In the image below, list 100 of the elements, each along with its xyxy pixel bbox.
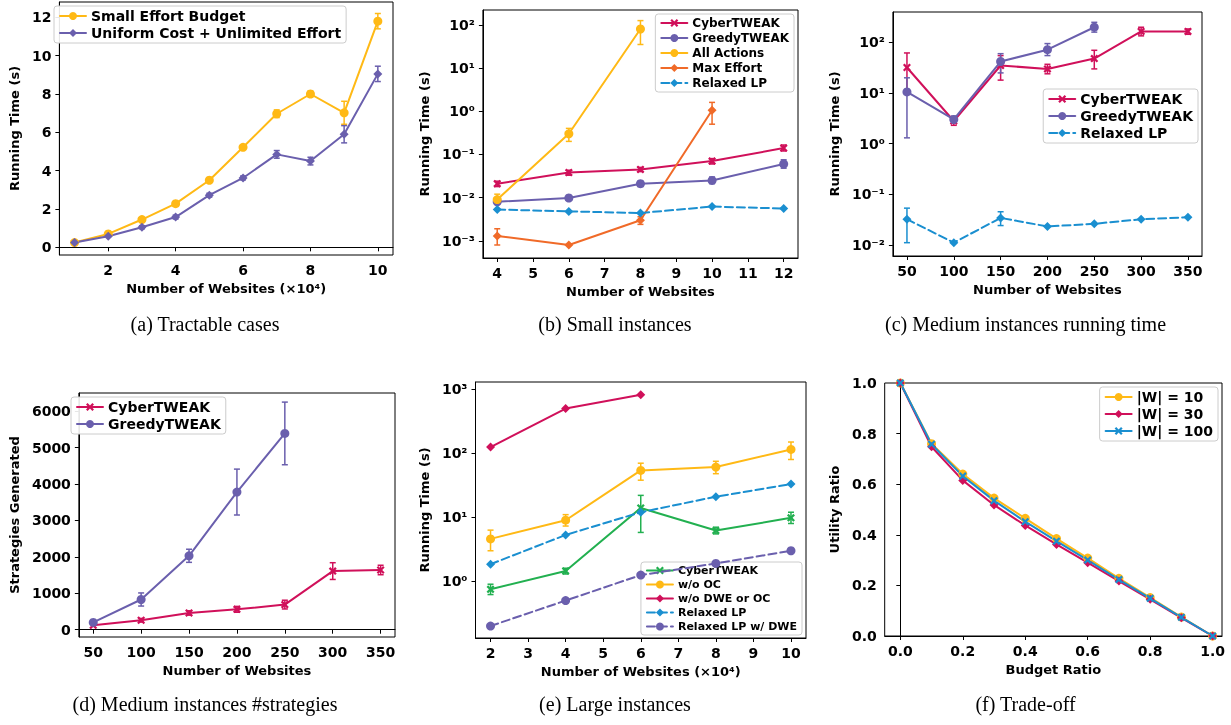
y-tick-label: 10⁰ — [859, 135, 885, 152]
x-tick-label: 10 — [368, 262, 388, 278]
legend-label: GreedyTWEAK — [108, 416, 222, 432]
x-tick-label: 7 — [673, 645, 684, 661]
y-axis-title: Utility Ratio — [827, 465, 842, 554]
x-tick-label: 1.0 — [1200, 643, 1226, 659]
y-tick-label: 10³ — [441, 381, 468, 398]
x-tick-label: 6 — [238, 262, 248, 278]
y-tick-label: 1.0 — [851, 375, 877, 391]
y-tick-label: 3000 — [31, 512, 72, 529]
x-tick-label: 2 — [103, 262, 114, 278]
x-tick-label: 4 — [170, 262, 181, 278]
y-tick-label: 0.2 — [851, 577, 877, 594]
y-tick-label: 12 — [31, 9, 52, 26]
legend-label: All Actions — [692, 46, 765, 60]
legend-label: GreedyTWEAK — [692, 31, 790, 45]
x-axis-title: Number of Websites (×10⁴) — [540, 663, 741, 679]
y-tick-label: 10⁻¹ — [441, 146, 475, 163]
text: (b) Small instances — [538, 313, 692, 336]
x-tick-label: 2 — [485, 645, 496, 661]
x-tick-label: 300 — [318, 644, 348, 660]
y-tick-label: 0.6 — [851, 476, 877, 493]
x-tick-label: 5 — [528, 265, 538, 281]
text: (c) Medium instances running time — [884, 313, 1167, 336]
legend-label: Relaxed LP w/ DWE — [677, 620, 798, 633]
y-tick-label: 10² — [441, 445, 468, 462]
x-tick-label: 0.0 — [887, 643, 913, 659]
y-tick-label: 0.8 — [851, 425, 877, 442]
legend-label: Relaxed LP — [692, 76, 768, 90]
y-tick-label: 10⁻² — [441, 189, 475, 206]
x-tick-label: 150 — [986, 263, 1016, 279]
x-tick-label: 6 — [563, 265, 574, 281]
x-tick-label: 0.6 — [1075, 643, 1101, 659]
x-axis-title: Number of Websites (×10⁴) — [126, 280, 327, 296]
x-tick-label: 10 — [781, 645, 801, 661]
x-tick-label: 250 — [1079, 263, 1110, 279]
legend-label: |W| = 10 — [1136, 389, 1204, 406]
x-tick-label: 4 — [560, 645, 571, 661]
legend-label: w/o OC — [677, 578, 721, 591]
text: (e) Large instances — [539, 693, 692, 716]
x-tick-label: 3 — [523, 645, 533, 661]
y-tick-label: 6 — [41, 124, 52, 141]
legend-label: CyberTWEAK — [108, 399, 212, 415]
y-tick-label: 2000 — [31, 548, 72, 565]
y-tick-label: 8 — [41, 86, 52, 102]
x-tick-label: 350 — [366, 644, 396, 660]
legend-label: CyberTWEAK — [692, 16, 781, 30]
y-axis-title: Strategies Generated — [7, 436, 22, 594]
x-axis-title: Number of Websites — [973, 281, 1123, 297]
y-tick-label: 10¹ — [441, 509, 468, 526]
legend-label: Small Effort Budget — [91, 8, 246, 24]
x-tick-label: 12 — [773, 265, 794, 281]
legend-label: CyberTWEAK — [677, 564, 759, 577]
y-tick-label: 10¹ — [859, 85, 885, 102]
legend-label: |W| = 100 — [1136, 423, 1214, 440]
y-tick-label: 10² — [859, 34, 885, 51]
y-tick-label: 10⁻³ — [441, 232, 475, 249]
x-tick-label: 100 — [939, 263, 969, 279]
x-axis-title: Number of Websites — [566, 283, 716, 299]
x-axis-title: Number of Websites — [162, 662, 312, 678]
y-tick-label: 0.4 — [851, 526, 877, 543]
legend-label: Uniform Cost + Unlimited Effort — [91, 25, 342, 41]
legend-label: w/o DWE or OC — [677, 592, 771, 605]
y-tick-label: 6000 — [31, 403, 72, 420]
x-tick-label: 4 — [492, 265, 503, 281]
legend-label: Relaxed LP — [677, 606, 747, 619]
x-tick-label: 5 — [598, 645, 609, 661]
y-tick-label: 10² — [449, 16, 475, 33]
y-tick-label: 0 — [61, 621, 72, 638]
x-tick-label: 50 — [897, 263, 917, 279]
y-tick-label: 2 — [41, 201, 52, 217]
x-tick-label: 10 — [702, 265, 723, 281]
x-tick-label: 200 — [222, 644, 252, 660]
y-tick-label: 10⁻² — [851, 236, 885, 253]
y-tick-label: 10¹ — [449, 60, 475, 76]
y-axis-title: Running Time (s) — [417, 71, 432, 197]
y-tick-label: 1000 — [31, 585, 72, 602]
x-tick-label: 8 — [635, 265, 646, 281]
y-tick-label: 10⁰ — [449, 103, 475, 120]
x-tick-label: 350 — [1173, 263, 1203, 279]
legend-label: Relaxed LP — [1080, 125, 1168, 141]
x-tick-label: 0.2 — [950, 643, 976, 659]
text: (f) Trade-off — [975, 693, 1076, 716]
x-tick-label: 250 — [270, 644, 300, 660]
x-tick-label: 11 — [738, 265, 758, 281]
x-axis-title: Budget Ratio — [1005, 661, 1102, 677]
y-tick-label: 0 — [41, 239, 52, 256]
y-tick-label: 4 — [41, 162, 52, 179]
legend-label: GreedyTWEAK — [1080, 108, 1195, 124]
x-tick-label: 9 — [671, 265, 682, 281]
y-tick-label: 0.0 — [851, 628, 877, 644]
x-tick-label: 300 — [1126, 263, 1156, 279]
y-tick-label: 10⁻¹ — [851, 186, 885, 203]
y-tick-label: 5000 — [31, 439, 72, 456]
x-tick-label: 150 — [174, 644, 204, 660]
x-tick-label: 8 — [710, 645, 721, 661]
x-tick-label: 0.8 — [1137, 643, 1163, 659]
x-tick-label: 200 — [1032, 263, 1063, 279]
x-tick-label: 7 — [599, 265, 610, 281]
text: (d) Medium instances #strategies — [72, 693, 338, 716]
